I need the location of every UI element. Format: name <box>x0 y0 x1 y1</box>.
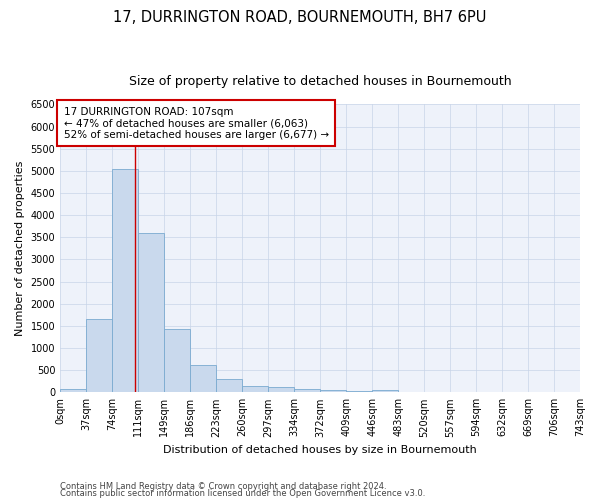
Bar <box>60 389 86 392</box>
Bar <box>216 379 242 392</box>
Bar <box>112 168 138 392</box>
Bar <box>346 390 372 392</box>
Bar <box>294 389 320 392</box>
Text: Contains HM Land Registry data © Crown copyright and database right 2024.: Contains HM Land Registry data © Crown c… <box>60 482 386 491</box>
Text: 17 DURRINGTON ROAD: 107sqm
← 47% of detached houses are smaller (6,063)
52% of s: 17 DURRINGTON ROAD: 107sqm ← 47% of deta… <box>64 106 329 140</box>
Bar <box>320 390 346 392</box>
Y-axis label: Number of detached properties: Number of detached properties <box>15 160 25 336</box>
Bar <box>242 386 268 392</box>
Bar <box>268 388 294 392</box>
Bar <box>372 390 398 392</box>
Bar <box>86 319 112 392</box>
Bar <box>138 233 164 392</box>
Text: Contains public sector information licensed under the Open Government Licence v3: Contains public sector information licen… <box>60 489 425 498</box>
Text: 17, DURRINGTON ROAD, BOURNEMOUTH, BH7 6PU: 17, DURRINGTON ROAD, BOURNEMOUTH, BH7 6P… <box>113 10 487 25</box>
X-axis label: Distribution of detached houses by size in Bournemouth: Distribution of detached houses by size … <box>163 445 477 455</box>
Title: Size of property relative to detached houses in Bournemouth: Size of property relative to detached ho… <box>129 75 511 88</box>
Bar <box>190 365 216 392</box>
Bar <box>164 330 190 392</box>
